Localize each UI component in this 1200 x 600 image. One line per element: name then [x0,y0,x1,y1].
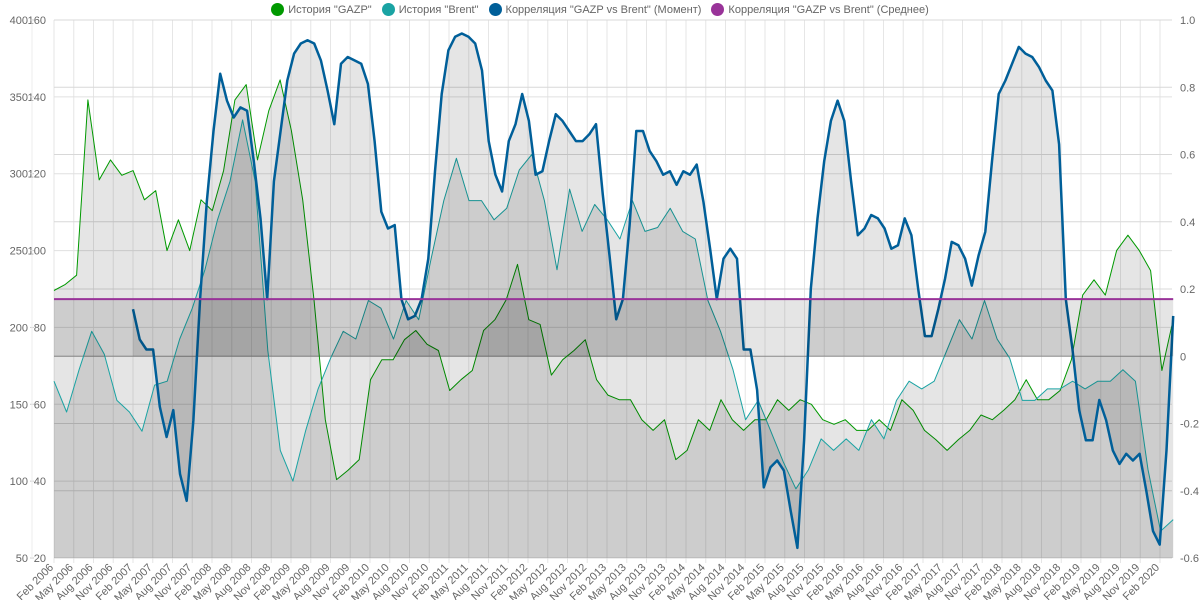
y-tick-label-brent: 40 [34,476,46,488]
y-tick-label-gazp: 250 [10,246,28,258]
legend-label-brent: История "Brent" [398,3,479,16]
legend-item-brent[interactable]: История "Brent" [381,3,479,16]
legend-label-corr-moment: Корреляция "GAZP vs Brent" (Момент) [505,3,702,16]
y-tick-label-corr: 0.6 [1180,150,1195,162]
legend-item-corr-moment[interactable]: Корреляция "GAZP vs Brent" (Момент) [488,3,702,16]
series-area-2 [133,33,1174,548]
legend-label-gazp: История "GAZP" [288,3,372,16]
legend-swatch-corr-moment [488,3,502,16]
series-line-1 [53,119,1174,532]
y-tick-label-brent: 140 [28,92,46,104]
y-tick-label-gazp: 350 [10,92,28,104]
y-tick-label-corr: 0.2 [1180,284,1195,296]
y-tick-label-gazp: 150 [10,399,28,411]
y-tick-label-brent: 100 [28,246,46,258]
y-tick-label-brent: 160 [28,15,46,27]
legend-swatch-brent [381,3,395,16]
legend-item-corr-mean[interactable]: Корреляция "GAZP vs Brent" (Среднее) [711,3,929,16]
legend-item-gazp[interactable]: История "GAZP" [271,3,372,16]
legend-swatch-corr-mean [711,3,725,16]
y-tick-label-gazp: 100 [10,476,28,488]
y-tick-label-brent: 20 [34,553,46,565]
series-line-2 [131,32,1175,550]
y-tick-label-brent: 80 [34,322,46,334]
y-tick-label-gazp: 50 [16,553,28,565]
y-tick-label-gazp: 400 [10,15,28,27]
y-tick-label-gazp: 300 [10,169,28,181]
legend-label-corr-mean: Корреляция "GAZP vs Brent" (Среднее) [728,3,929,16]
y-tick-label-corr: -0.2 [1180,419,1199,431]
series-area-3 [54,299,1174,357]
y-tick-label-brent: 120 [28,169,46,181]
y-tick-label-corr: -0.6 [1180,553,1199,565]
y-tick-label-corr: 0.8 [1180,82,1195,94]
series-area-0 [54,79,1174,559]
y-tick-label-corr: 0.4 [1180,217,1195,229]
series-area-1 [54,119,1174,559]
legend-swatch-gazp [271,3,285,16]
y-tick-label-corr: -0.4 [1180,486,1199,498]
chart-legend: История "GAZP" История "Brent" Корреляци… [0,3,1200,16]
y-tick-label-brent: 60 [34,399,46,411]
y-tick-label-corr: 0 [1180,351,1186,363]
y-tick-label-corr: 1.0 [1180,15,1195,27]
y-tick-label-gazp: 200 [10,322,28,334]
series-line-0 [53,79,1174,481]
